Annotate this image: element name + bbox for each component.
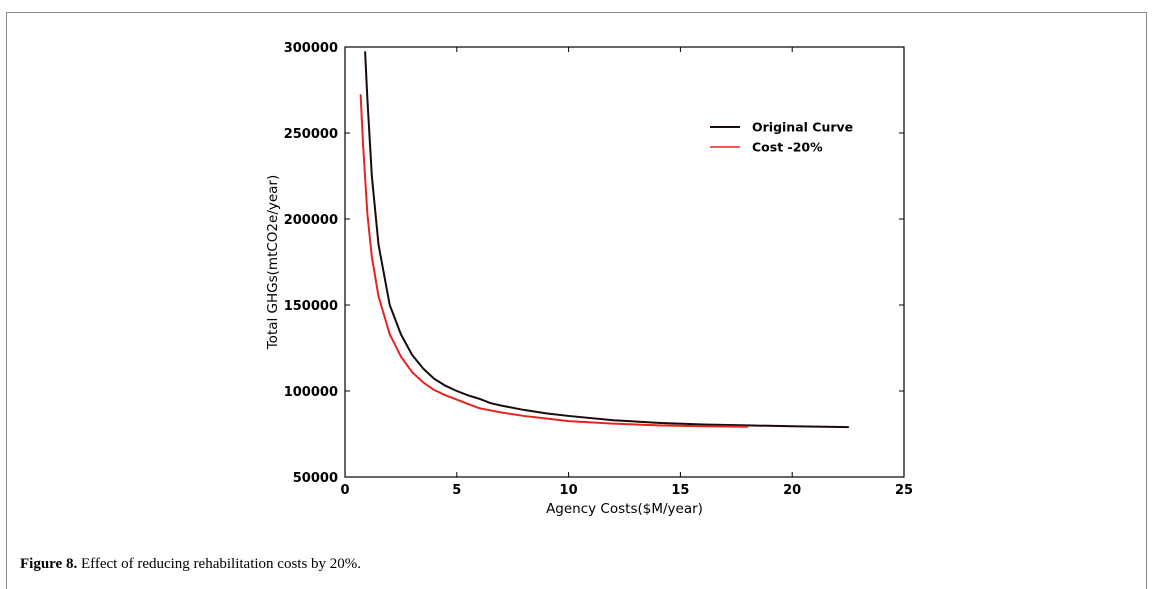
figure-caption: Figure 8. Effect of reducing rehabilitat… [20, 556, 361, 573]
axes: 0 5 10 15 20 25 50000 100000 150000 200000 250000 3… [265, 41, 913, 517]
y-axis-label: Total GHGs(mtCO2e/year) [265, 175, 281, 351]
figure-caption-text: Effect of reducing rehabilitation costs … [80, 556, 362, 572]
plot-frame [344, 46, 905, 478]
x-axis-label: Agency Costs($M/year) [546, 501, 703, 517]
x-tick-label: 15 [671, 483, 689, 498]
series-line-1 [364, 51, 850, 429]
figure-label: Figure 8. [20, 556, 78, 572]
line-chart: 0 5 10 15 20 25 50000 100000 150000 200000 250000 3… [265, 41, 913, 517]
x-tick-label: 0 [340, 483, 349, 498]
x-tick-label: 10 [560, 483, 578, 498]
x-tick-label: 20 [783, 483, 801, 498]
figure-frame [6, 12, 1147, 589]
legend: Original Curve Cost -20% [710, 120, 853, 155]
x-tick-label: 25 [895, 483, 913, 498]
legend-label-1: Original Curve [752, 120, 853, 135]
plot-area [359, 51, 850, 429]
y-tick-label: 150000 [284, 299, 338, 314]
series-line-2 [359, 94, 749, 428]
y-tick-label: 50000 [293, 471, 338, 486]
y-tick-label: 100000 [284, 385, 338, 400]
y-tick-label: 300000 [284, 41, 338, 56]
y-tick-label: 200000 [284, 213, 338, 228]
legend-label-2: Cost -20% [752, 140, 823, 155]
y-tick-label: 250000 [284, 127, 338, 142]
x-tick-label: 5 [452, 483, 461, 498]
